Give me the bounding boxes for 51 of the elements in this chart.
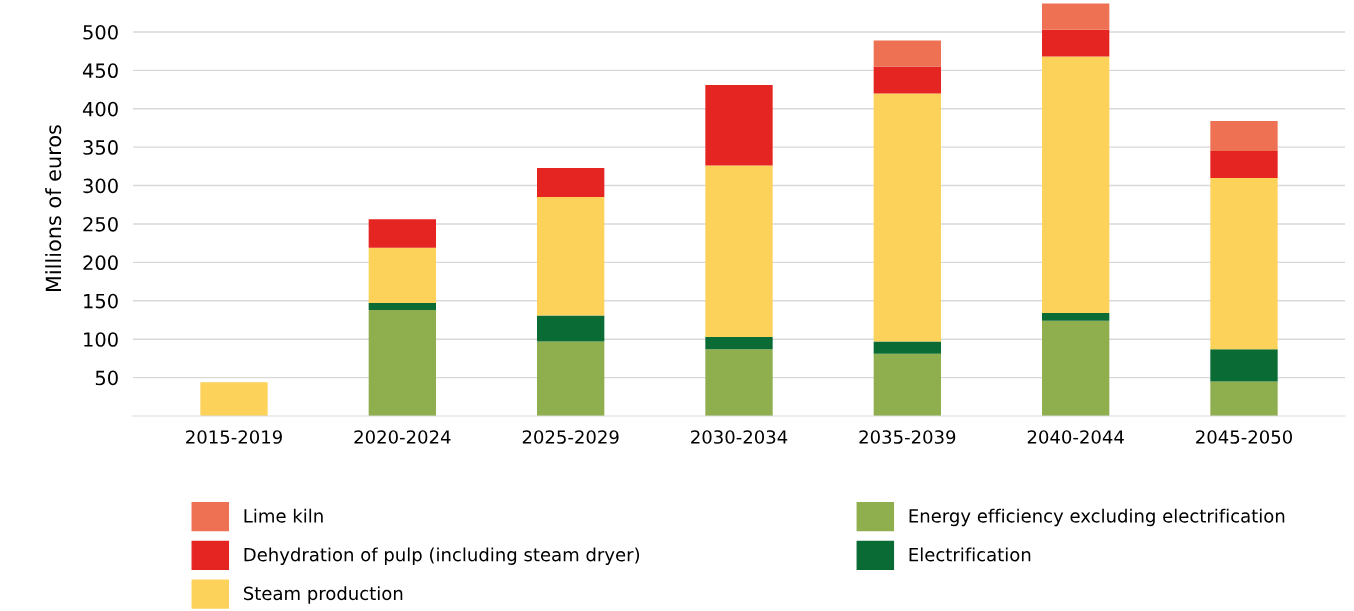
bar [873, 93, 941, 342]
bar [1042, 56, 1110, 314]
y-tick-label: 450 [82, 63, 118, 79]
bar [705, 84, 773, 166]
x-tick-label: 2020-2024 [354, 430, 451, 444]
bar [1042, 29, 1110, 57]
bar [873, 353, 941, 416]
bar [368, 247, 436, 304]
bar [537, 341, 605, 416]
bar [1210, 121, 1278, 151]
bar [1042, 313, 1110, 321]
legend-label: Energy efficiency excluding electrification [909, 508, 1285, 527]
legend-label: Lime kiln [244, 508, 323, 523]
y-tick-label: 350 [83, 140, 118, 155]
legend-label: Steam production [243, 586, 403, 604]
bar [705, 349, 773, 416]
bar [200, 382, 268, 416]
x-tick-label: 2035-2039 [859, 430, 956, 444]
bar [873, 341, 941, 354]
bar [1042, 320, 1110, 416]
x-tick-label: 2015-2019 [186, 430, 282, 444]
bar [1042, 3, 1110, 30]
bar [537, 315, 605, 342]
bar [1210, 177, 1278, 350]
bar [368, 303, 436, 310]
bar [537, 167, 605, 198]
x-tick-label: 2040-2044 [1027, 430, 1124, 444]
bar [368, 219, 436, 248]
y-tick-label: 400 [82, 101, 118, 117]
bar [873, 66, 941, 94]
bar [705, 165, 773, 337]
x-tick-label: 2045-2050 [1196, 430, 1293, 444]
bar [873, 40, 941, 67]
y-tick-label: 300 [83, 178, 118, 194]
legend-label: Electrification [909, 547, 1031, 562]
x-tick-label: 2030-2034 [691, 430, 788, 444]
bar [1210, 381, 1278, 416]
legend-label: Dehydration of pulp (including steam dryer) [244, 547, 640, 565]
bar [368, 310, 436, 416]
bar [1210, 151, 1278, 178]
y-tick-label: 250 [83, 216, 118, 232]
y-tick-label: 200 [83, 255, 118, 271]
bar [705, 336, 773, 350]
x-tick-label: 2025-2029 [522, 430, 619, 444]
y-tick-label: 100 [84, 332, 118, 347]
y-axis-title: Millions of euros [45, 125, 62, 292]
bar [1210, 349, 1278, 382]
bar [537, 197, 605, 316]
y-tick-label: 150 [84, 293, 118, 309]
y-tick-label: 500 [83, 24, 118, 40]
y-tick-label: 50 [95, 370, 118, 386]
